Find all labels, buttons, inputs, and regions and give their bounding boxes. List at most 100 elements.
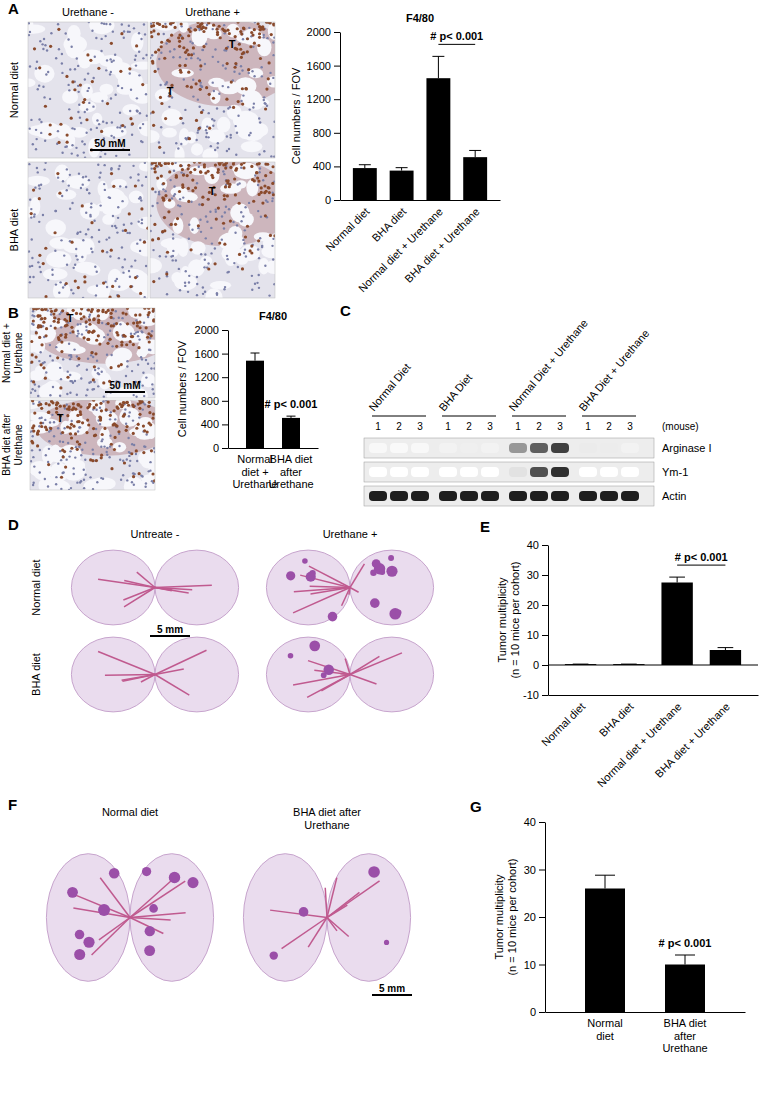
nucleus <box>151 54 153 56</box>
nucleus <box>96 127 98 129</box>
band <box>411 443 429 453</box>
nucleus <box>58 48 60 50</box>
nucleus <box>130 222 132 224</box>
stained-cell <box>76 403 79 406</box>
stained-cell <box>253 179 256 182</box>
nucleus <box>28 22 30 24</box>
vessel <box>155 585 212 587</box>
band <box>390 467 408 477</box>
nucleus <box>142 408 144 410</box>
nucleus <box>144 33 146 35</box>
nucleus <box>60 239 62 241</box>
nucleus <box>240 220 242 222</box>
stained-cell <box>253 42 256 45</box>
stained-cell <box>31 400 34 402</box>
stained-cell <box>207 198 210 201</box>
stained-cell <box>113 436 116 439</box>
nucleus <box>126 365 128 367</box>
stained-cell <box>75 312 78 315</box>
band <box>509 491 527 501</box>
nucleus <box>138 51 140 53</box>
stained-cell <box>157 32 160 35</box>
nucleus <box>83 469 85 471</box>
nucleus <box>89 214 91 216</box>
stained-cell <box>164 194 167 197</box>
nucleus <box>123 37 125 39</box>
stained-cell <box>128 212 131 215</box>
figure: Urethane -Urethane +Normal dietBHA diet5… <box>0 0 777 1098</box>
nucleus <box>68 354 70 356</box>
alveolus <box>148 461 155 480</box>
nucleus <box>182 122 184 124</box>
nucleus <box>244 206 246 208</box>
stained-cell <box>190 86 193 89</box>
nucleus <box>71 380 73 382</box>
alveolus <box>171 69 194 78</box>
stained-cell <box>93 365 96 368</box>
nucleus <box>172 233 174 235</box>
stained-cell <box>193 168 196 171</box>
alveolus <box>139 162 148 171</box>
nucleus <box>28 127 30 129</box>
stained-cell <box>212 24 215 27</box>
stained-cell <box>83 275 86 278</box>
nucleus <box>92 356 94 358</box>
nucleus <box>237 266 239 268</box>
stained-cell <box>226 62 229 65</box>
nucleus <box>62 471 64 473</box>
nucleus <box>196 182 198 184</box>
stained-cell <box>142 451 145 454</box>
micrograph <box>150 162 275 298</box>
stained-cell <box>162 25 165 28</box>
alveolus <box>241 141 263 152</box>
stained-cell <box>178 40 181 43</box>
alveolus <box>190 241 205 254</box>
stained-cell <box>172 22 175 24</box>
vessel <box>155 588 189 594</box>
nucleus <box>156 202 158 204</box>
nucleus <box>188 281 190 283</box>
nucleus <box>129 460 131 462</box>
nucleus <box>240 167 242 169</box>
nucleus <box>191 229 193 231</box>
nucleus <box>79 426 81 428</box>
stained-cell <box>36 444 39 447</box>
nucleus <box>210 145 212 147</box>
stained-cell <box>154 70 157 73</box>
nucleus <box>258 117 260 119</box>
nucleus <box>173 170 175 172</box>
nucleus <box>112 59 114 61</box>
nucleus <box>124 258 126 260</box>
lung-lobe <box>71 550 155 625</box>
nucleus <box>180 143 182 145</box>
band <box>551 443 569 453</box>
stained-cell <box>88 323 91 326</box>
nucleus <box>75 147 77 149</box>
band <box>530 491 548 501</box>
nucleus <box>80 377 82 379</box>
nucleus <box>37 88 39 90</box>
nucleus <box>129 232 131 234</box>
stained-cell <box>120 363 123 366</box>
nucleus <box>197 98 199 100</box>
stained-cell <box>92 378 95 381</box>
stained-cell <box>198 79 201 82</box>
nucleus <box>207 136 209 138</box>
nucleus <box>31 265 33 267</box>
nucleus <box>87 358 89 360</box>
stained-cell <box>236 27 239 30</box>
nucleus <box>35 129 37 131</box>
stained-cell <box>71 330 74 333</box>
stained-cell <box>164 25 167 28</box>
nucleus <box>272 238 274 240</box>
nucleus <box>226 271 228 273</box>
nucleus <box>61 72 63 74</box>
alveolus <box>85 264 101 276</box>
nucleus <box>152 249 154 251</box>
alveolus <box>74 322 99 339</box>
nucleus <box>71 144 73 146</box>
nucleus <box>85 329 87 331</box>
stained-cell <box>50 310 53 313</box>
nucleus <box>78 364 80 366</box>
stained-cell <box>138 326 141 329</box>
